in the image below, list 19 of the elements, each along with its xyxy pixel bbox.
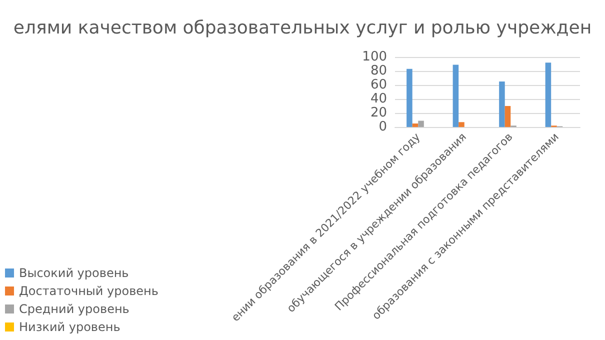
legend-label: Достаточный уровень [19, 284, 158, 298]
bar [504, 106, 511, 127]
y-tick-label: 20 [370, 106, 387, 120]
bar [452, 64, 459, 127]
legend-label: Высокий уровень [19, 266, 129, 280]
y-tick-label: 60 [370, 78, 387, 92]
bar [412, 124, 418, 127]
legend-label: Низкий уровень [19, 320, 120, 334]
chart-title: елями качеством образовательных услуг и ролью учрежден [13, 18, 592, 38]
y-tick-label: 80 [370, 64, 387, 78]
bar [406, 68, 412, 127]
bar [499, 82, 505, 127]
y-tick-label: 40 [370, 92, 387, 106]
bar [545, 62, 552, 127]
y-tick-label: 100 [362, 50, 387, 64]
bar [458, 122, 464, 127]
bar [418, 120, 424, 127]
legend-label: Средний уровень [19, 302, 130, 316]
y-tick-label: 0 [378, 120, 387, 134]
